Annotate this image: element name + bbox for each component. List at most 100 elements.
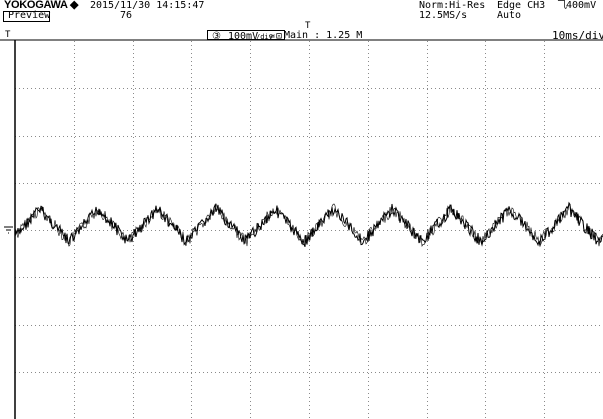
grid-dot xyxy=(544,417,545,418)
grid-dot xyxy=(368,145,369,146)
grid-dot xyxy=(74,305,75,306)
grid-dot xyxy=(191,285,192,286)
grid-dot xyxy=(87,88,88,89)
grid-dot xyxy=(263,277,264,278)
grid-dot xyxy=(331,277,332,278)
grid-dot xyxy=(27,230,28,231)
preview-box[interactable] xyxy=(3,11,50,22)
grid-dot xyxy=(67,277,68,278)
grid-dot xyxy=(375,136,376,137)
grid-dot xyxy=(227,136,228,137)
grid-dot xyxy=(368,305,369,306)
grid-dot xyxy=(544,361,545,362)
grid-dot xyxy=(74,73,75,74)
grid-dot xyxy=(259,277,260,278)
grid-dot xyxy=(167,230,168,231)
grid-dot xyxy=(555,136,556,137)
grid-dot xyxy=(309,361,310,362)
grid-dot xyxy=(309,93,310,94)
grid-dot xyxy=(485,177,486,178)
grid-dot xyxy=(250,357,251,358)
grid-dot xyxy=(551,136,552,137)
grid-dot xyxy=(133,389,134,390)
grid-dot xyxy=(309,161,310,162)
grid-dot xyxy=(250,361,251,362)
grid-dot xyxy=(459,277,460,278)
grid-dot xyxy=(327,325,328,326)
grid-dot xyxy=(463,372,464,373)
grid-dot xyxy=(263,372,264,373)
grid-dot xyxy=(133,73,134,74)
grid-dot xyxy=(567,325,568,326)
grid-dot xyxy=(379,372,380,373)
grid-dot xyxy=(191,169,192,170)
grid-dot xyxy=(133,193,134,194)
grid-dot xyxy=(427,53,428,54)
grid-dot xyxy=(427,389,428,390)
grid-dot xyxy=(59,372,60,373)
grid-dot xyxy=(231,183,232,184)
grid-dot xyxy=(191,88,192,89)
grid-dot xyxy=(485,45,486,46)
grid-dot xyxy=(235,183,236,184)
grid-dot xyxy=(55,136,56,137)
grid-dot xyxy=(544,197,545,198)
grid-dot xyxy=(87,136,88,137)
grid-dot xyxy=(79,183,80,184)
grid-dot xyxy=(427,221,428,222)
grid-dot xyxy=(319,325,320,326)
grid-dot xyxy=(239,136,240,137)
grid-dot xyxy=(543,88,544,89)
grid-dot xyxy=(243,372,244,373)
grid-dot xyxy=(368,133,369,134)
grid-dot xyxy=(368,137,369,138)
grid-dot xyxy=(544,357,545,358)
grid-dot xyxy=(387,230,388,231)
grid-dot xyxy=(379,230,380,231)
grid-dot xyxy=(74,265,75,266)
grid-dot xyxy=(267,230,268,231)
grid-dot xyxy=(499,325,500,326)
grid-dot xyxy=(267,277,268,278)
grid-dot xyxy=(133,241,134,242)
grid-dot xyxy=(427,57,428,58)
grid-dot xyxy=(191,381,192,382)
grid-dot xyxy=(347,277,348,278)
grid-dot xyxy=(139,372,140,373)
grid-dot xyxy=(250,397,251,398)
grid-dot xyxy=(74,245,75,246)
grid-dot xyxy=(55,277,56,278)
grid-dot xyxy=(419,277,420,278)
grid-dot xyxy=(311,136,312,137)
grid-dot xyxy=(195,325,196,326)
main-record-length: Main : 1.25 M xyxy=(284,30,363,41)
grid-dot xyxy=(191,157,192,158)
grid-dot xyxy=(133,197,134,198)
grid-dot xyxy=(387,183,388,184)
grid-dot xyxy=(74,149,75,150)
grid-dot xyxy=(74,145,75,146)
grid-dot xyxy=(391,277,392,278)
grid-dot xyxy=(427,157,428,158)
grid-dot xyxy=(31,88,32,89)
grid-dot xyxy=(155,372,156,373)
grid-dot xyxy=(291,183,292,184)
grid-dot xyxy=(371,277,372,278)
grid-dot xyxy=(74,81,75,82)
grid-dot xyxy=(47,277,48,278)
grid-dot xyxy=(83,183,84,184)
grid-dot xyxy=(191,277,192,278)
grid-dot xyxy=(191,321,192,322)
grid-dot xyxy=(74,197,75,198)
grid-dot xyxy=(544,77,545,78)
grid-dot xyxy=(250,301,251,302)
grid-dot xyxy=(163,372,164,373)
grid-dot xyxy=(250,93,251,94)
grid-dot xyxy=(267,325,268,326)
grid-dot xyxy=(95,230,96,231)
grid-dot xyxy=(99,372,100,373)
grid-dot xyxy=(195,277,196,278)
grid-dot xyxy=(191,413,192,414)
grid-dot xyxy=(211,277,212,278)
